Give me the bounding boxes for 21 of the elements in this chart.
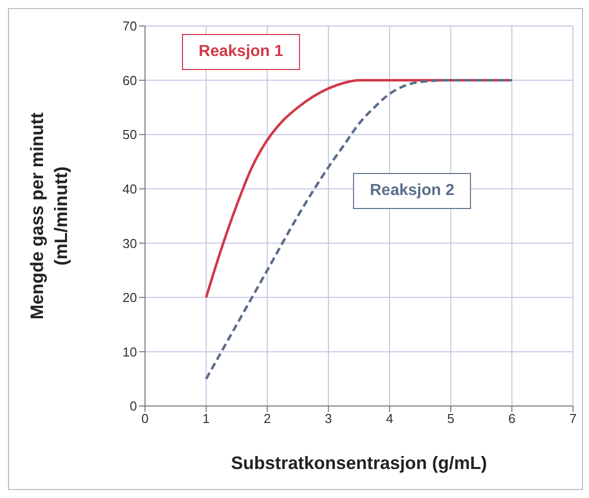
y-axis-title: Mengde gass per minutt (mL/minutt) bbox=[27, 112, 71, 320]
x-tick-label: 5 bbox=[447, 411, 454, 426]
x-tick-label: 1 bbox=[202, 411, 210, 426]
y-tick-label: 40 bbox=[122, 181, 137, 196]
y-tick-label: 60 bbox=[122, 72, 137, 88]
y-tick-label: 30 bbox=[122, 236, 137, 251]
text: Reaksjon 1 bbox=[182, 34, 300, 70]
x-axis-title: Substratkonsentrasjon (g/mL) bbox=[230, 453, 488, 473]
x-tick-label: 3 bbox=[324, 411, 332, 426]
x-tick-label: 7 bbox=[569, 411, 577, 426]
line-series bbox=[204, 79, 514, 380]
y-tick-label: 0 bbox=[130, 398, 137, 414]
x-tick-label: 4 bbox=[386, 411, 394, 426]
x-tick-label: 2 bbox=[264, 411, 271, 426]
y-tick-label: 10 bbox=[122, 344, 137, 360]
y-tick-label: 50 bbox=[122, 127, 137, 142]
x-tick-label: 6 bbox=[508, 411, 516, 426]
x-tick-label: 0 bbox=[141, 411, 149, 426]
y-tick-label: 70 bbox=[122, 18, 137, 34]
y-tick-label: 20 bbox=[122, 290, 137, 306]
text: Reaksjon 2 bbox=[352, 172, 472, 209]
